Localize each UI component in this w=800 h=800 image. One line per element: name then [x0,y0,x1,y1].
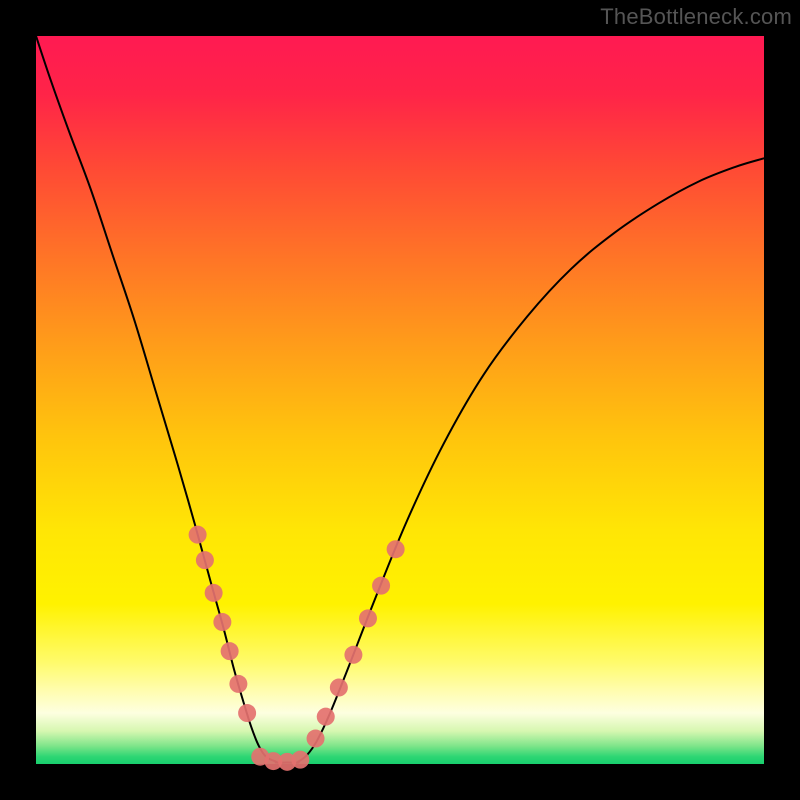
chart-svg [0,0,800,800]
marker-dot [221,642,239,660]
marker-dot [330,679,348,697]
marker-dot [238,704,256,722]
marker-dot [387,540,405,558]
marker-dot [213,613,231,631]
marker-dot [372,577,390,595]
plot-background [36,36,764,764]
marker-dot [291,751,309,769]
marker-dot [196,551,214,569]
marker-dot [307,730,325,748]
marker-dot [189,526,207,544]
marker-dot [205,584,223,602]
marker-dot [229,675,247,693]
chart-stage: TheBottleneck.com [0,0,800,800]
marker-dot [359,609,377,627]
marker-dot [317,708,335,726]
watermark-text: TheBottleneck.com [600,4,792,30]
marker-dot [344,646,362,664]
